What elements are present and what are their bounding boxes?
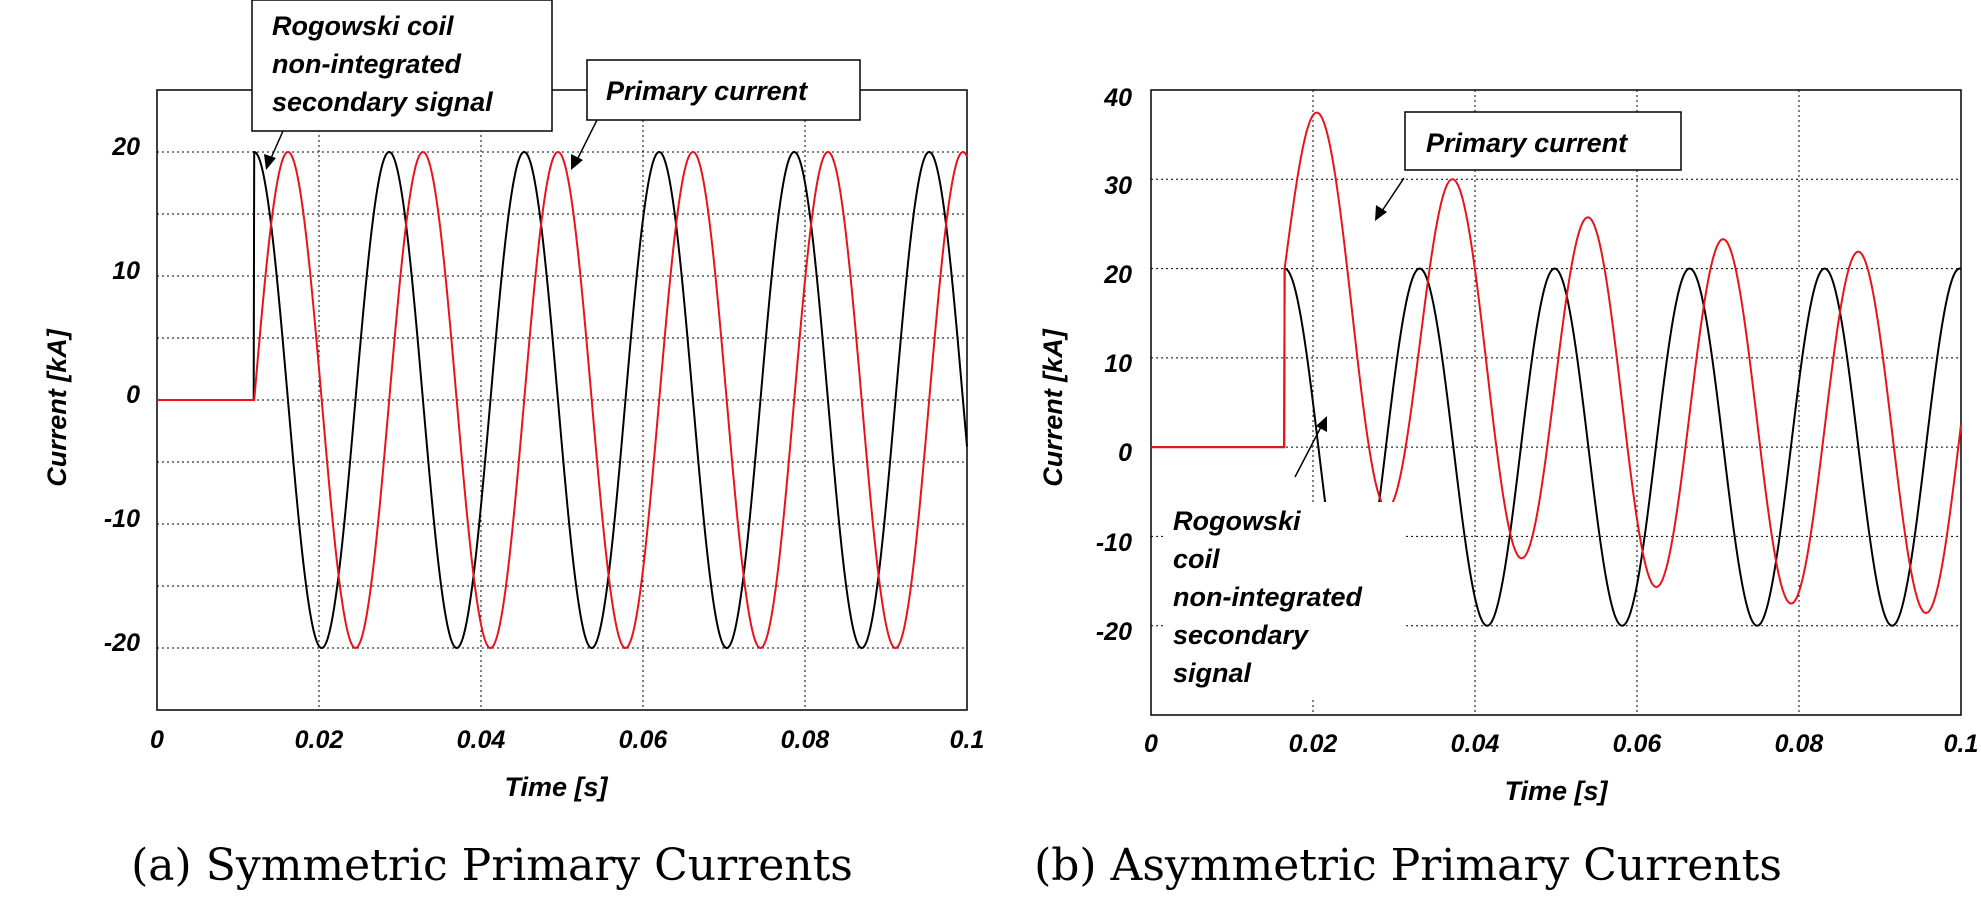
chart-a-xtick-0: 0 [150, 726, 164, 754]
chart-b-caption: (b) Asymmetric Primary Currents [1034, 840, 1782, 891]
chart-b-ytick-6: -20 [1096, 618, 1132, 646]
chart-b-annotation-primary-line-0: Primary current [1426, 128, 1628, 158]
chart-a-xtick-2: 0.04 [457, 726, 506, 754]
chart-b-primary-line [1151, 111, 1962, 614]
chart-b-secondary-line [1151, 267, 1962, 627]
chart-a-ytick-1: 10 [112, 257, 140, 285]
chart-a-annotation-primary: Primary current [571, 59, 861, 170]
chart-b-ylabel: Current [kA] [1038, 328, 1068, 487]
chart-b-annotation-secondary-line-1: coil [1173, 544, 1220, 574]
chart-a-annotation-secondary: Rogowski coil non-integrated secondary s… [251, 0, 553, 170]
chart-b-xtick-1: 0.02 [1289, 730, 1338, 758]
chart-b-annotation-secondary-line-0: Rogowski [1173, 506, 1301, 536]
chart-b-annotation-secondary-line-2: non-integrated [1173, 582, 1362, 612]
chart-a-secondary-line [157, 150, 968, 650]
chart-b-annotation-secondary-line-3: secondary [1173, 620, 1310, 650]
chart-b-annotation-primary: Primary current [1375, 111, 1682, 221]
chart-b-ytick-1: 30 [1104, 172, 1132, 200]
chart-b: 0 0.02 0.04 0.06 0.08 0.1 40 30 20 10 0 … [1034, 84, 1978, 891]
chart-a-ylabel: Current [kA] [42, 328, 72, 487]
chart-b-ytick-0: 40 [1103, 84, 1132, 112]
chart-b-xlabel: Time [s] [1504, 776, 1608, 806]
chart-b-ytick-5: -10 [1096, 529, 1132, 557]
chart-a-xtick-3: 0.06 [619, 726, 669, 754]
chart-a-annotation-secondary-line-1: non-integrated [272, 49, 461, 79]
chart-b-xtick-4: 0.08 [1775, 730, 1824, 758]
chart-a-xtick-1: 0.02 [295, 726, 344, 754]
chart-a-annotation-primary-line-0: Primary current [606, 76, 808, 106]
chart-b-xtick-5: 0.1 [1944, 730, 1979, 758]
chart-a-caption: (a) Symmetric Primary Currents [131, 840, 853, 891]
chart-b-yticks: 40 30 20 10 0 -10 -20 [1096, 84, 1132, 646]
chart-b-xtick-3: 0.06 [1613, 730, 1663, 758]
chart-a-xlabel: Time [s] [504, 772, 608, 802]
chart-a-annotation-secondary-line-2: secondary signal [272, 87, 493, 117]
chart-b-xticks: 0 0.02 0.04 0.06 0.08 0.1 [1144, 730, 1978, 758]
chart-a-xtick-4: 0.08 [781, 726, 830, 754]
chart-a-primary-line [157, 150, 968, 650]
chart-b-annotation-secondary: Rogowski coil non-integrated secondary s… [1166, 416, 1406, 697]
chart-a-ytick-2: 0 [126, 381, 140, 409]
chart-a-ytick-3: -10 [104, 505, 140, 533]
chart-a-ytick-0: 20 [111, 133, 140, 161]
chart-a-xticks: 0 0.02 0.04 0.06 0.08 0.1 [150, 726, 984, 754]
chart-b-annotation-secondary-line-4: signal [1173, 658, 1252, 688]
chart-b-xtick-2: 0.04 [1451, 730, 1500, 758]
chart-a-annotation-secondary-line-0: Rogowski coil [272, 11, 454, 41]
chart-b-ytick-3: 10 [1104, 350, 1132, 378]
chart-a-xtick-5: 0.1 [950, 726, 985, 754]
chart-b-ytick-2: 20 [1103, 261, 1132, 289]
chart-a-yticks: 20 10 0 -10 -20 [104, 133, 140, 657]
chart-b-frame [1150, 89, 1962, 716]
chart-a-ytick-4: -20 [104, 629, 140, 657]
chart-b-ytick-4: 0 [1118, 439, 1132, 467]
chart-b-xtick-0: 0 [1144, 730, 1158, 758]
chart-a: 0 0.02 0.04 0.06 0.08 0.1 20 10 0 -10 -2… [42, 0, 984, 891]
chart-a-grid [157, 90, 967, 710]
